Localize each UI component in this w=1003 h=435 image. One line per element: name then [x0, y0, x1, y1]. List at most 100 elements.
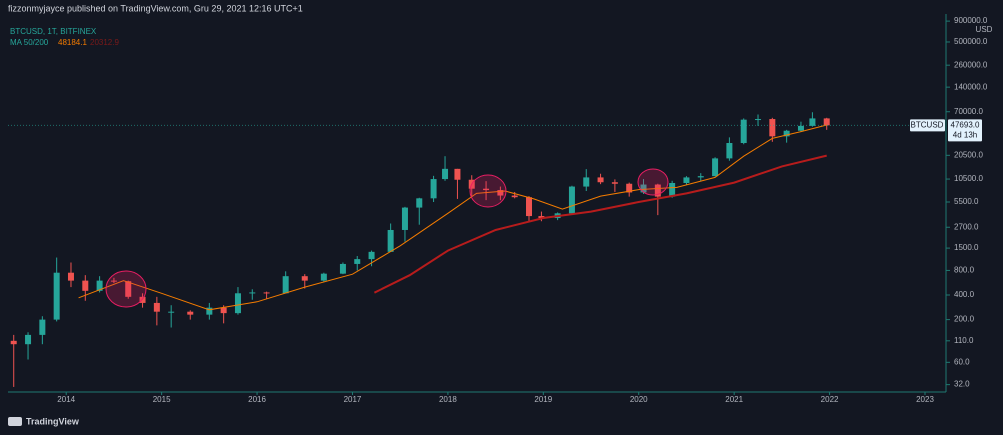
candle-body — [206, 307, 213, 315]
candle-body — [96, 280, 103, 291]
candle-body — [726, 143, 733, 159]
y-tick-label: 260000.0 — [954, 60, 988, 69]
candle-body — [654, 184, 661, 197]
y-tick-label: 60.0 — [954, 357, 970, 366]
candle-body — [301, 276, 308, 281]
y-tick-label: 500000.0 — [954, 37, 988, 46]
symbol-badge — [910, 119, 945, 132]
candle-body — [282, 276, 289, 294]
y-tick-label: 140000.0 — [954, 82, 988, 91]
candle-body — [797, 125, 804, 131]
symbol-badge-label: BTCUSD — [911, 120, 944, 129]
ma50-value: 48184.1 — [58, 38, 87, 47]
x-tick-label: 2015 — [153, 395, 171, 404]
price-badge-label: 47693.0 — [951, 120, 980, 129]
candle-body — [611, 182, 618, 184]
candle-body — [769, 119, 776, 137]
candle-body — [39, 319, 46, 335]
y-tick-label: 800.0 — [954, 266, 975, 275]
y-tick-label: 32.0 — [954, 380, 970, 389]
highlight-circle — [105, 270, 147, 308]
publisher-note: fizzonmyjayce published on TradingView.c… — [8, 3, 303, 13]
brand-name: TradingView — [26, 416, 80, 426]
candle-body — [442, 168, 449, 180]
candle-body — [320, 273, 327, 281]
candle-body — [526, 197, 533, 217]
y-tick-label: 2700.0 — [954, 222, 979, 231]
x-tick-label: 2014 — [57, 395, 75, 404]
candle-body — [153, 302, 160, 312]
candle-body — [401, 207, 408, 230]
candle-body — [823, 118, 830, 126]
y-tick-label: 400.0 — [954, 290, 975, 299]
x-tick-label: 2019 — [534, 395, 552, 404]
x-tick-label: 2020 — [630, 395, 648, 404]
candle-body — [497, 190, 504, 196]
y-tick-label: 5500.0 — [954, 197, 979, 206]
moving-average — [78, 124, 827, 311]
candle-body — [640, 184, 647, 193]
candle-body — [416, 198, 423, 208]
candle-body — [220, 307, 227, 314]
y-tick-label: 200.0 — [954, 315, 975, 324]
candle-body — [454, 168, 461, 180]
candle-body — [669, 182, 676, 197]
candle-body — [263, 292, 270, 294]
y-tick-label: 110.0 — [954, 336, 974, 345]
candle-body — [25, 334, 32, 345]
candle-body — [339, 263, 346, 274]
price-badge — [948, 119, 982, 142]
candle-body — [511, 195, 518, 198]
countdown-label: 4d 13h — [953, 130, 977, 139]
moving-average — [373, 154, 827, 294]
x-tick-label: 2022 — [821, 395, 839, 404]
candle-body — [187, 311, 194, 315]
candle-body — [755, 119, 762, 121]
candle-body — [368, 251, 375, 260]
highlight-circle — [469, 174, 507, 208]
candle-body — [626, 183, 633, 193]
candle-body — [110, 280, 117, 282]
y-tick-label: 1500.0 — [954, 243, 979, 252]
x-tick-label: 2018 — [439, 395, 457, 404]
x-tick-label: 2023 — [916, 395, 934, 404]
candle-body — [387, 229, 394, 252]
candle-body — [740, 119, 747, 144]
indicator-label: MA 50/200 — [10, 38, 49, 47]
candle-body — [538, 216, 545, 219]
y-tick-label: 10500.0 — [954, 174, 983, 183]
candle-body — [53, 272, 60, 320]
symbol-title: BTCUSD, 1T, BITFINEX — [10, 27, 97, 36]
candle-body — [249, 292, 256, 294]
candle-body — [683, 177, 690, 183]
candle-body — [354, 259, 361, 264]
candle-body — [234, 293, 241, 314]
candle-body — [697, 176, 704, 178]
candle-body — [10, 340, 17, 345]
y-tick-label: 20500.0 — [954, 150, 983, 159]
candle-body — [568, 186, 575, 214]
ma200-value: 20312.9 — [90, 38, 119, 47]
brand-logo — [8, 417, 22, 426]
footer-bar — [0, 410, 1003, 435]
candle-body — [583, 177, 590, 187]
candle-body — [783, 130, 790, 137]
candle-body — [483, 188, 490, 191]
candle-body — [67, 272, 74, 281]
candle-body — [168, 311, 175, 313]
y-tick-label: 70000.0 — [954, 107, 983, 116]
y-unit: USD — [976, 25, 993, 34]
x-tick-label: 2016 — [248, 395, 266, 404]
highlight-circle — [637, 168, 669, 196]
candle-body — [597, 177, 604, 183]
candle-body — [809, 118, 816, 126]
candle-body — [712, 158, 719, 177]
candle-body — [125, 281, 132, 297]
candle-body — [82, 280, 89, 291]
x-tick-label: 2017 — [344, 395, 362, 404]
y-tick-label: 900000.0 — [954, 16, 988, 25]
x-tick-label: 2021 — [725, 395, 743, 404]
